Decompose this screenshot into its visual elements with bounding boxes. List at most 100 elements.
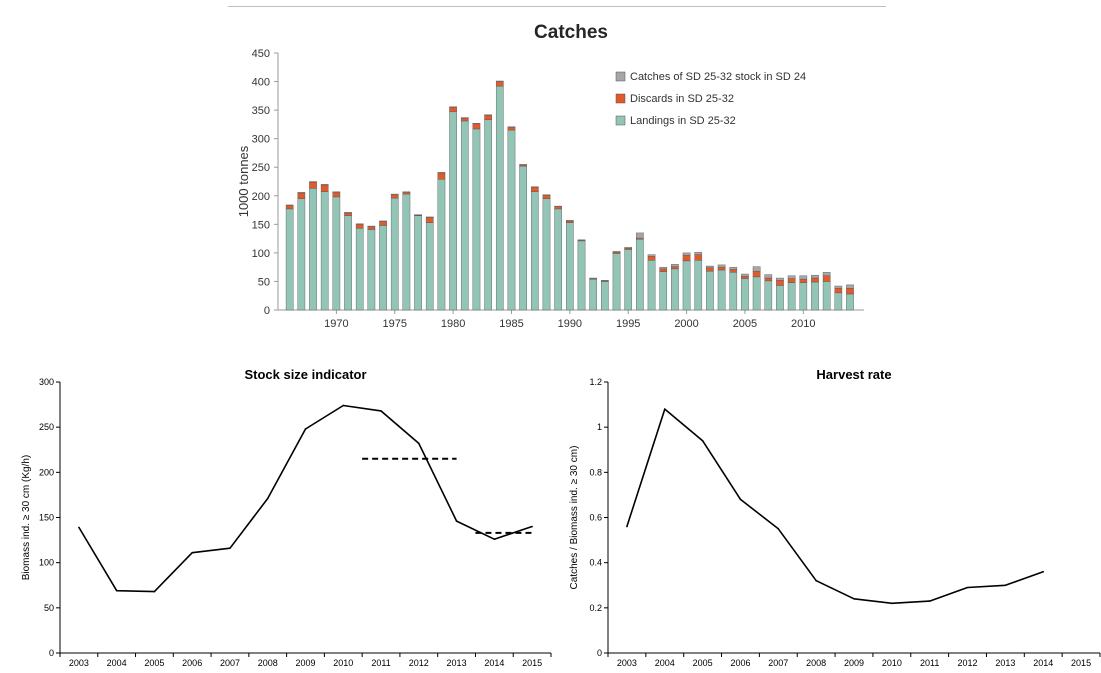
y-tick-label: 200 (252, 191, 270, 203)
y-tick-label: 400 (252, 77, 270, 89)
catches-chart: Catches 0 50 100 150 200 250 300 350 400 450 1000 t… (236, 22, 864, 330)
bar-1989-series-2 (554, 205, 562, 207)
legend-swatch-1 (615, 93, 626, 104)
x-tick-label: 2005 (144, 658, 164, 668)
bar-1994-series-2 (612, 250, 621, 253)
bar-1977-series-2 (414, 214, 422, 216)
bar-2010-series-1 (799, 278, 808, 283)
bar-1968-series-0 (309, 188, 317, 311)
y-tick-label: 300 (252, 134, 270, 146)
data-point-2003 (78, 526, 80, 529)
x-tick-label: 2011 (371, 658, 390, 668)
x-tick-label: 2006 (730, 658, 750, 668)
y-tick-label: 150 (39, 513, 54, 523)
bar-1985-series-0 (507, 129, 516, 311)
x-tick-label: 1970 (324, 318, 348, 330)
x-tick-label: 2006 (182, 658, 202, 668)
bar-1998-series-0 (659, 271, 668, 311)
bar-1977-series-0 (414, 215, 422, 311)
bar-2014-series-0 (846, 293, 854, 311)
bar-1983-series-0 (484, 119, 492, 311)
y-tick-label: 0 (597, 648, 602, 658)
bar-2006-series-2 (752, 266, 761, 272)
bar-1973-series-1 (367, 226, 376, 230)
data-point-2015 (531, 525, 533, 528)
data-point-2012 (418, 442, 420, 445)
y-tick-label: 0.2 (589, 603, 602, 613)
x-tick-label: 2007 (768, 658, 788, 668)
bar-2005-series-1 (741, 276, 749, 279)
bar-1988-series-0 (542, 198, 551, 311)
bar-1980-series-2 (449, 106, 457, 108)
y-axis-label: Biomass ind. ≥ 30 cm (Kg/h) (21, 455, 32, 581)
bar-1990-series-1 (566, 220, 574, 223)
bar-1966-series-0 (285, 208, 294, 311)
bar-1970-series-1 (332, 192, 341, 198)
data-point-2010 (891, 602, 893, 605)
bar-2003-series-1 (717, 266, 726, 271)
top-divider (228, 6, 886, 7)
bar-1990-series-0 (566, 222, 574, 311)
bar-1987-series-0 (530, 191, 539, 311)
bar-2001-series-0 (694, 260, 703, 311)
x-tick-label: 1990 (558, 318, 582, 330)
bar-1999-series-2 (671, 264, 679, 267)
bar-1978-series-0 (425, 222, 434, 311)
bar-1972-series-0 (355, 228, 364, 311)
x-tick-label: 2013 (447, 658, 467, 668)
data-point-2005 (153, 590, 156, 593)
bar-1996-series-2 (636, 232, 644, 239)
bar-1971-series-2 (344, 212, 352, 214)
y-tick-label: 0 (49, 648, 54, 658)
bar-2004-series-2 (729, 266, 738, 270)
bar-1973-series-0 (367, 229, 376, 311)
x-tick-label: 2007 (220, 658, 240, 668)
bar-2009-series-2 (787, 275, 796, 279)
data-point-2010 (342, 404, 345, 407)
harvest-rate-chart: Harvest rate 0 0.2 0.4 0.6 0.8 1 1.2 Catches / B… (569, 367, 1101, 668)
legend-label-0: Landings in SD 25-32 (630, 115, 736, 127)
stock-size-chart: Stock size indicator 0 50 100 150 200 250 300 Bi… (21, 367, 552, 668)
y-tick-label: 50 (44, 603, 54, 613)
bar-1981-series-2 (460, 117, 469, 119)
chart-title: Catches (534, 22, 608, 43)
bar-1981-series-0 (460, 120, 469, 311)
y-tick-label: 150 (252, 219, 270, 231)
bar-2008-series-0 (776, 285, 784, 311)
y-tick-label: 50 (258, 276, 270, 288)
y-axis-label: Catches / Biomass ind. ≥ 30 cm) (569, 446, 580, 590)
bar-1999-series-1 (671, 266, 679, 270)
bar-1969-series-2 (320, 184, 329, 186)
data-point-2014 (1042, 570, 1045, 573)
bar-1982-series-1 (472, 123, 481, 130)
bar-1970-series-0 (332, 196, 341, 311)
data-point-2011 (380, 410, 382, 412)
bar-1985-series-2 (507, 126, 516, 128)
x-tick-label: 2008 (258, 658, 278, 668)
bar-2004-series-1 (729, 269, 738, 273)
bar-2014-series-1 (846, 288, 854, 295)
x-tick-label: 2004 (107, 658, 127, 668)
x-tick-label: 2005 (733, 318, 757, 330)
data-point-2004 (663, 408, 666, 410)
x-tick-label: 2012 (958, 658, 978, 668)
x-tick-label: 2009 (844, 658, 864, 668)
data-point-2009 (304, 428, 307, 430)
bar-2013-series-0 (834, 292, 843, 311)
bar-2011-series-0 (811, 281, 819, 311)
bar-1995-series-2 (624, 246, 633, 249)
y-tick-label: 0.6 (589, 513, 602, 523)
y-axis-label: 1000 tonnes (236, 145, 251, 217)
y-tick-label: 0 (264, 305, 270, 317)
bar-2013-series-2 (834, 285, 843, 289)
bar-2003-series-0 (717, 269, 726, 311)
bar-1967-series-1 (297, 192, 306, 199)
bar-1981-series-1 (460, 117, 469, 122)
legend-swatch-0 (615, 115, 626, 126)
y-tick-label: 0.4 (589, 558, 602, 568)
x-tick-label: 1980 (441, 318, 465, 330)
y-tick-label: 300 (39, 377, 54, 387)
x-tick-label: 2003 (617, 658, 637, 668)
series-line-0 (626, 408, 1044, 605)
bar-1973-series-2 (367, 225, 376, 227)
